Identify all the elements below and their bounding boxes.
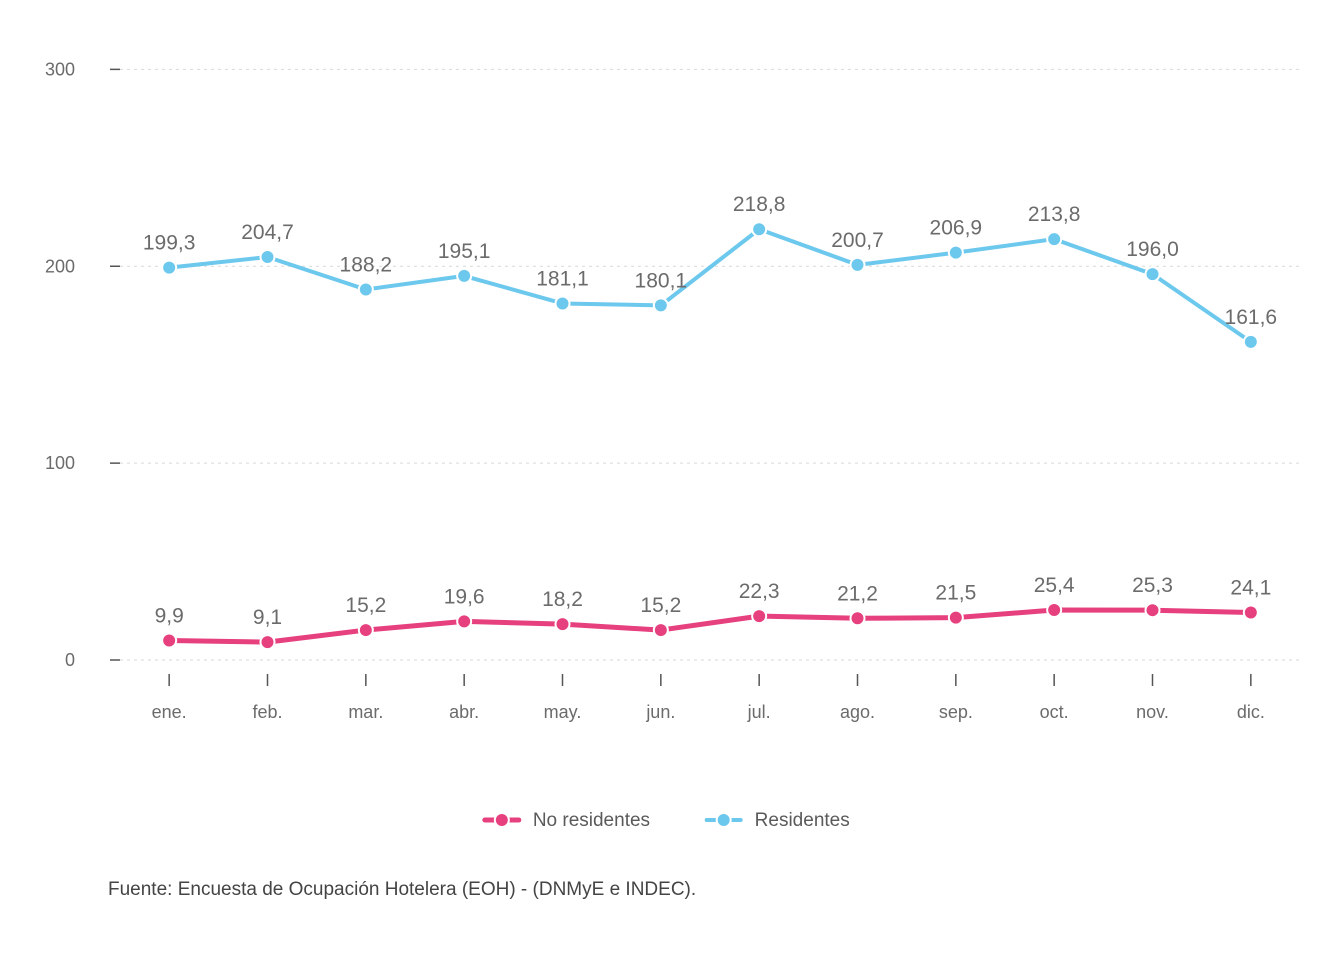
data-label: 204,7 [241,221,294,244]
data-point[interactable] [1146,603,1160,617]
legend-swatch-marker [717,813,731,827]
series-line [169,610,1251,642]
x-axis-label: ago. [840,702,875,722]
x-axis-label: dic. [1237,702,1265,722]
y-axis-label: 100 [45,453,75,473]
x-axis: ene. feb. mar. abr. may. jun. jul. ago. sep. oct.… [152,674,1265,722]
legend-swatch-marker [495,813,509,827]
data-label: 9,1 [253,606,282,629]
data-label: 181,1 [536,267,589,290]
data-point[interactable] [654,623,668,637]
data-point[interactable] [162,634,176,648]
data-label: 218,8 [733,193,786,216]
data-label: 15,2 [640,594,681,617]
data-label: 196,0 [1126,238,1179,261]
data-label: 24,1 [1230,577,1271,600]
data-label: 9,9 [155,605,184,628]
x-axis-label: feb. [252,702,282,722]
data-point[interactable] [1047,232,1061,246]
data-label: 22,3 [739,580,780,603]
legend-label[interactable]: No residentes [533,810,650,831]
data-point[interactable] [556,296,570,310]
data-label: 200,7 [831,229,884,252]
y-axis-label: 200 [45,256,75,276]
data-point[interactable] [261,635,275,649]
legend-label[interactable]: Residentes [755,810,850,831]
x-axis-label: may. [544,702,582,722]
data-label: 206,9 [930,217,983,240]
data-label: 213,8 [1028,203,1081,226]
y-axis-label: 0 [65,650,75,670]
data-label: 21,2 [837,582,878,605]
x-axis-label: jun. [645,702,675,722]
x-axis-label: sep. [939,702,973,722]
data-label: 19,6 [444,585,485,608]
data-label: 199,3 [143,232,196,255]
data-point[interactable] [162,261,176,275]
gridlines: 0 100 200 300 [45,59,1300,670]
legend: No residentes Residentes [485,810,850,831]
data-point[interactable] [1047,603,1061,617]
x-axis-label: abr. [449,702,479,722]
data-label: 180,1 [635,269,688,292]
data-label: 21,5 [935,582,976,605]
data-point[interactable] [556,617,570,631]
data-point[interactable] [457,269,471,283]
data-point[interactable] [261,250,275,264]
data-point[interactable] [359,623,373,637]
data-label: 25,4 [1034,574,1075,597]
x-axis-label: ene. [152,702,187,722]
data-label: 15,2 [345,594,386,617]
chart-container: 0 100 200 300 ene. feb. mar. abr. may. jun. jul. ag… [0,0,1344,960]
data-label: 18,2 [542,588,583,611]
series-no_residentes: 9,9 9,1 15,2 19,6 18,2 15,2 22,3 21,2 21,5 25,4 25… [155,574,1272,649]
line-chart: 0 100 200 300 ene. feb. mar. abr. may. jun. jul. ag… [0,0,1344,960]
x-axis-label: mar. [348,702,383,722]
data-point[interactable] [949,611,963,625]
series-residentes: 199,3 204,7 188,2 195,1 181,1 180,1 218,8 200,7… [143,193,1277,349]
data-label: 188,2 [340,253,393,276]
data-point[interactable] [851,258,865,272]
x-axis-label: nov. [1136,702,1169,722]
series-line [169,229,1251,342]
data-point[interactable] [1244,606,1258,620]
x-axis-label: oct. [1040,702,1069,722]
data-point[interactable] [752,222,766,236]
data-label: 195,1 [438,240,491,263]
data-point[interactable] [457,614,471,628]
x-axis-label: jul. [747,702,771,722]
data-point[interactable] [359,282,373,296]
data-point[interactable] [1244,335,1258,349]
data-point[interactable] [949,246,963,260]
data-point[interactable] [752,609,766,623]
source-text: Fuente: Encuesta de Ocupación Hotelera (… [108,879,696,900]
data-label: 161,6 [1225,306,1278,329]
y-axis-label: 300 [45,59,75,79]
data-point[interactable] [851,611,865,625]
data-point[interactable] [654,298,668,312]
data-point[interactable] [1146,267,1160,281]
data-label: 25,3 [1132,574,1173,597]
